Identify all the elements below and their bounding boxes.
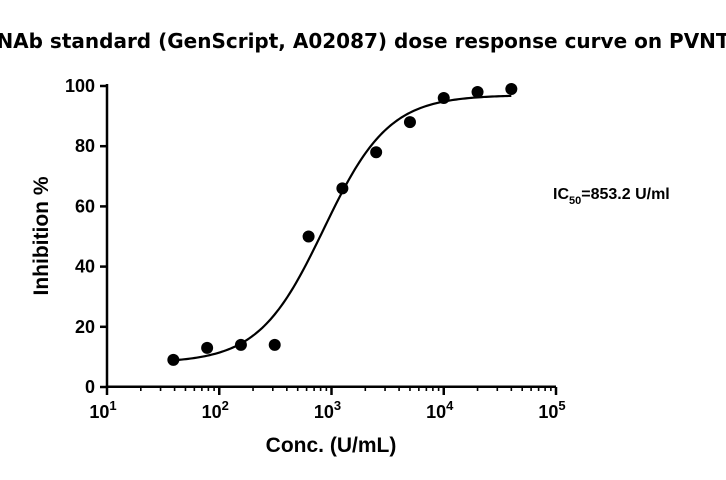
ic50-value: =853.2 U/ml <box>581 186 670 203</box>
x-tick-label: 101 <box>89 398 116 422</box>
data-point <box>437 92 450 105</box>
y-tick-label: 100 <box>65 76 95 96</box>
y-tick-label: 60 <box>75 196 95 216</box>
data-point <box>505 83 518 96</box>
data-point <box>336 182 349 195</box>
ic50-subscript: 50 <box>569 195 581 207</box>
x-ticks: 101 102 103 104 105 <box>89 387 566 422</box>
data-point <box>201 341 214 354</box>
x-minor-ticks <box>139 387 552 391</box>
axes <box>105 84 556 388</box>
y-ticks: 0 20 40 60 80 100 <box>65 76 107 397</box>
x-tick-label: 103 <box>314 398 341 422</box>
x-axis-label: Conc. (U/mL) <box>266 434 397 457</box>
y-tick-label: 0 <box>85 377 95 397</box>
data-point <box>471 86 484 99</box>
data-point <box>234 338 247 351</box>
x-tick-label: 102 <box>202 398 229 422</box>
ic50-annotation: IC50=853.2 U/ml <box>553 186 670 207</box>
y-tick-label: 80 <box>75 136 95 156</box>
data-point <box>268 338 281 351</box>
data-point <box>370 146 383 159</box>
data-points <box>167 83 518 366</box>
data-point <box>302 230 315 243</box>
data-point <box>403 116 416 129</box>
y-tick-label: 40 <box>75 257 95 277</box>
data-point <box>167 353 180 366</box>
x-tick-label: 105 <box>538 398 565 422</box>
y-tick-label: 20 <box>75 317 95 337</box>
y-axis-label: Inhibition % <box>30 176 53 295</box>
chart-title: NAb standard (GenScript, A02087) dose re… <box>0 29 726 53</box>
x-tick-label: 104 <box>426 398 454 422</box>
fit-curve <box>173 94 512 362</box>
ic50-prefix: IC <box>553 186 569 203</box>
